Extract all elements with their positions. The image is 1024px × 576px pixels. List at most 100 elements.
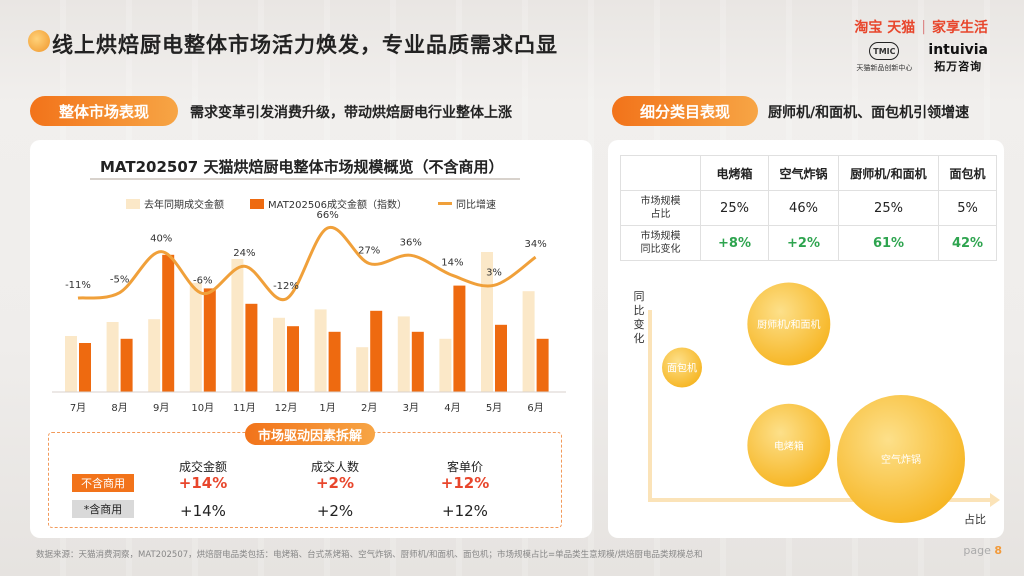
driver-value: +14% [178,474,228,492]
bubble-label: 空气炸锅 [881,453,921,466]
y-axis-label: 变 [634,317,645,331]
table-cell: 46% [768,190,839,226]
bubble [747,403,831,487]
overall-market-pill: 整体市场表现 [30,96,178,126]
segment-table: 电烤箱 空气炸锅 厨师机/和面机 面包机 市场规模 占比 25% 46% 25% … [620,155,997,261]
table-cell: +8% [700,225,769,261]
bar-prev-year [189,282,202,392]
yoy-label: -11% [65,280,91,291]
bar-prev-year [231,259,244,392]
legend-label: 去年同期成交金额 [144,200,224,211]
tmic-subtitle: 天猫新品创新中心 [856,64,913,72]
bubble-label: 面包机 [667,361,697,374]
drivers-title: 市场驱动因素拆解 [245,423,375,445]
yoy-label: 14% [441,257,463,268]
incl-commercial-tag: *含商用 [72,500,134,518]
legend-current: MAT202506成交金额（指数） [250,196,407,211]
y-axis-label: 同 [634,290,645,303]
yoy-line [77,226,537,302]
chart-title: MAT202507 天猫烘焙厨电整体市场规模概览（不含商用） [100,158,504,176]
x-tick-label: 9月 [153,402,169,414]
tmic-badge: TMIC [869,42,900,60]
bar-current [203,288,216,392]
intuivia-en: intuivia [928,42,988,58]
legend-label: 同比增速 [456,200,496,211]
bar-prev-year [522,291,535,392]
logo-separator: | [921,19,926,35]
brand-logos: 淘宝 天猫 | 家享生活 [854,17,988,37]
chart-title-divider [90,178,520,180]
bar-prev-year [65,336,77,392]
table-col-header: 空气炸锅 [768,155,839,191]
driver-value: +12% [442,502,488,520]
bar-current [120,338,133,392]
x-tick-label: 8月 [111,402,127,414]
legend-swatch-light [126,198,140,209]
partner-logos: TMIC 天猫新品创新中心 intuivia 拓万咨询 [856,42,988,74]
bar-current [370,310,383,392]
yoy-label: 40% [150,234,172,245]
x-tick-label: 11月 [233,402,256,414]
x-axis-arrow-icon [990,493,1000,507]
x-tick-label: 7月 [70,402,86,414]
table-col-header: 电烤箱 [700,155,769,191]
x-tick-label: 6月 [527,402,543,414]
home-life-logo: 家享生活 [932,20,988,36]
bar-current [162,254,175,392]
page-num: 8 [994,544,1002,557]
bar-current [79,343,91,392]
driver-value: +12% [440,474,490,492]
taobao-tmall-logo: 淘宝 天猫 [854,20,916,36]
segment-desc: 厨师机/和面机、面包机引领增速 [768,105,970,121]
bar-current [453,285,466,392]
bar-current [411,331,424,392]
yoy-label: 27% [358,246,380,257]
driver-header: 成交金额 [178,460,227,474]
legend-swatch-dark [250,198,264,209]
bubble [747,282,831,366]
page-number: page 8 [963,544,1002,557]
driver-value: +2% [316,502,354,520]
x-tick-label: 4月 [444,402,460,414]
table-cell: 25% [700,190,769,226]
intuivia-logo: intuivia 拓万咨询 [928,42,988,74]
yoy-label: 34% [524,239,546,250]
yoy-label: 36% [400,237,422,248]
bubble [837,395,965,523]
driver-header: 客单价 [446,460,483,474]
row-header-line: 市场规模 [640,196,681,207]
row-header-line: 占比 [650,209,671,220]
bar-prev-year [439,338,452,392]
y-axis-label: 化 [634,331,645,345]
driver-value: +2% [315,474,355,492]
footer-source: 数据来源：天猫消费洞察，MAT202507，烘焙厨电品类包括：电烤箱、台式蒸烤箱… [36,550,703,560]
x-axis-label: 占比 [964,512,986,526]
bar-current [287,326,299,392]
bar-prev-year [356,347,369,392]
yoy-label: 66% [316,210,338,221]
x-tick-label: 3月 [403,402,419,414]
y-axis-label: 比 [634,304,645,317]
yoy-label: 24% [233,248,255,259]
yoy-label: -12% [273,281,299,292]
page-title: 线上烘焙厨电整体市场活力焕发，专业品质需求凸显 [52,33,558,57]
legend-prev-year: 去年同期成交金额 [126,196,224,211]
intuivia-cn: 拓万咨询 [934,60,983,73]
page-label: page [963,544,991,557]
bubble [662,347,702,388]
title-bullet-icon [28,30,50,52]
bar-prev-year [397,316,410,392]
table-col-header: 面包机 [938,155,997,191]
legend-swatch-line [438,202,452,205]
bar-prev-year [273,317,285,392]
bar-prev-year [148,319,161,392]
x-tick-label: 2月 [361,402,377,414]
yoy-label: 3% [486,267,502,278]
driver-header: 成交人数 [310,460,359,474]
bar-current [245,303,258,392]
bar-current [536,338,549,392]
table-row-header: 市场规模 同比变化 [620,225,701,261]
segment-pill: 细分类目表现 [612,96,758,126]
y-axis [648,310,652,502]
